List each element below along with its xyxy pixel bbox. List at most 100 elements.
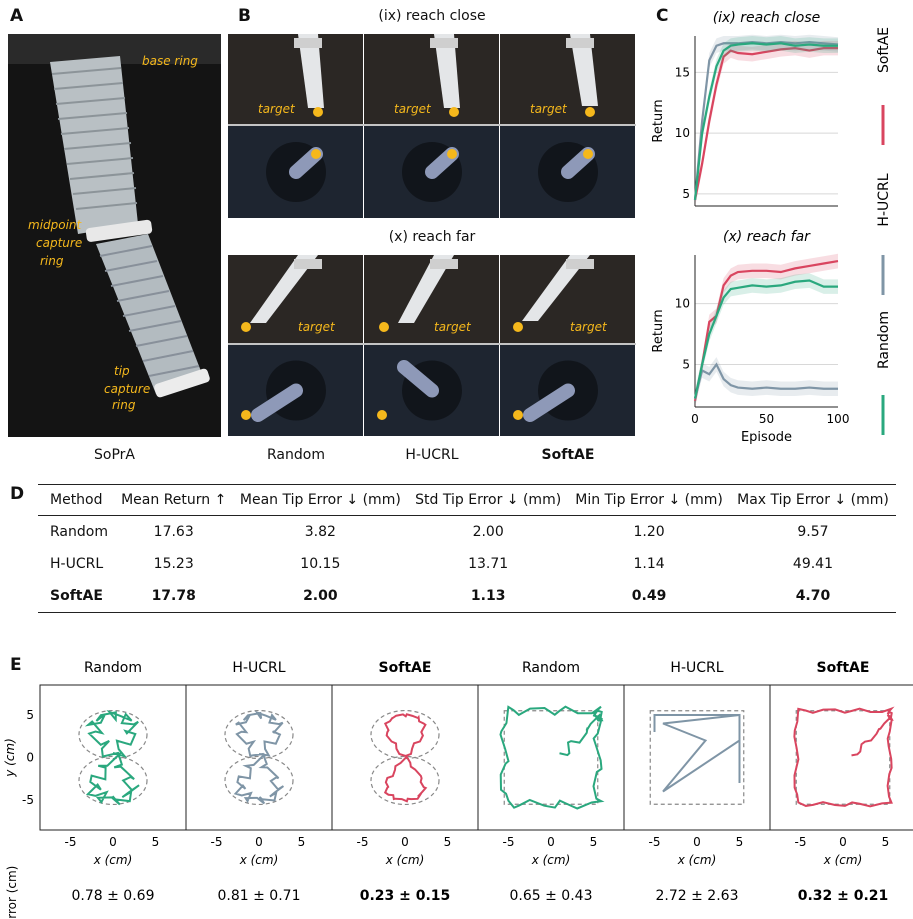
y-tick-label: -5 (22, 793, 34, 807)
x-tick-label: 5 (736, 835, 744, 849)
arm-top-shape (523, 383, 575, 422)
y-tick-label: 10 (675, 297, 690, 311)
trajectory-frame (185, 684, 333, 831)
y-axis-label: Return (651, 309, 666, 352)
trajectory-title: H-UCRL (232, 660, 285, 676)
series-band (695, 357, 838, 406)
y-tick-label: 5 (26, 708, 34, 722)
series-line-random (693, 42, 838, 201)
series-line-softae (693, 259, 839, 402)
target-dot (583, 149, 593, 159)
x-tick-label: 0 (691, 412, 699, 426)
trajectory-frame (623, 684, 771, 831)
reference-figure8 (78, 709, 148, 760)
trajectory-frame (769, 684, 913, 831)
arm-top-shape (251, 383, 303, 422)
table-header-method: Method (38, 484, 115, 516)
panel-b-caption-hucrl: H-UCRL (405, 447, 459, 463)
x-tick-label: -5 (649, 835, 661, 849)
table-cell: 10.15 (300, 556, 341, 572)
arm-ring (566, 38, 594, 48)
target-dot (241, 410, 251, 420)
y-tick-label: 5 (682, 357, 690, 371)
target-dot (447, 149, 457, 159)
error-value: 0.81 ± 0.71 (218, 888, 301, 904)
base-ring-label: base ring (142, 54, 198, 68)
panel-b-row1-title: (ix) reach close (378, 8, 486, 24)
target-dot (379, 322, 389, 332)
reference-square (649, 710, 745, 805)
trajectory-title: Random (84, 660, 142, 676)
target-dot (377, 410, 387, 420)
series-line-softae (693, 47, 838, 201)
target-label: target (394, 102, 432, 116)
table-row: SoftAE 17.78 2.00 1.13 0.49 4.70 (38, 580, 896, 613)
x-tick-label: -5 (795, 835, 807, 849)
x-tick-label: 50 (759, 412, 774, 426)
target-dot (513, 322, 523, 332)
panel-label-d: D (10, 484, 25, 504)
table-cell: 2.00 (472, 524, 504, 540)
table-cell: 3.82 (304, 524, 336, 540)
arm-shape (250, 255, 318, 323)
x-tick-label: 0 (547, 835, 555, 849)
y-tick-label: 5 (682, 187, 690, 201)
tip-capture-label: capture (104, 382, 151, 396)
panel-c-charts: (ix) reach close 5 10 15 Return (x) reach far… (651, 10, 892, 445)
x-tick-label: -5 (211, 835, 223, 849)
table-cell: 1.20 (633, 524, 665, 540)
y-tick-label: 10 (675, 126, 690, 140)
y-tick-label: 15 (675, 65, 690, 79)
table-cell: 2.00 (303, 588, 338, 604)
x-tick-label: 0 (401, 835, 409, 849)
panel-a-caption: SoPrA (94, 447, 135, 463)
table-cell: 1.14 (633, 556, 665, 572)
x-tick-label: 5 (298, 835, 306, 849)
trajectory-path (793, 706, 895, 808)
x-tick-label: 0 (109, 835, 117, 849)
error-value: 2.72 ± 2.63 (656, 888, 739, 904)
arm-ring (430, 259, 458, 269)
panel-label-e: E (10, 655, 22, 675)
legend-label: H-UCRL (876, 173, 892, 226)
x-tick-label: -5 (65, 835, 77, 849)
x-axis-label: Episode (741, 430, 792, 445)
arm-shape (398, 255, 454, 323)
x-tick-label: 0 (839, 835, 847, 849)
error-value: 0.23 ± 0.15 (360, 888, 451, 904)
panel-b-photos: target target target target target target (228, 34, 636, 436)
side-view-photo (364, 34, 499, 124)
series-line-h-ucrl (693, 40, 839, 201)
x-tick-label: -5 (357, 835, 369, 849)
results-table: Method Mean Return ↑ Mean Tip Error ↓ (m… (38, 484, 896, 613)
reference-square (503, 710, 599, 805)
trajectory-path (383, 713, 428, 803)
trajectory-frame (39, 684, 187, 831)
series-band (695, 253, 838, 409)
target-dot (241, 322, 251, 332)
y-axis-label: y (cm) (3, 738, 17, 778)
arm-shape (298, 34, 324, 108)
table-cell: 1.13 (470, 588, 506, 604)
trajectory-path (84, 709, 140, 806)
chart-title: (ix) reach close (713, 10, 821, 26)
x-axis-label: x (cm) (239, 853, 279, 867)
midpoint-ring-label: ring (40, 254, 64, 268)
x-tick-label: 5 (590, 835, 598, 849)
panel-b-caption-softae: SoftAE (541, 447, 595, 463)
target-dot (513, 410, 523, 420)
table-cell: H-UCRL (50, 556, 104, 572)
target-dot (311, 149, 321, 159)
table-header-min-tip-error: Min Tip Error ↓ (mm) (568, 484, 730, 516)
arm-ring (294, 259, 322, 269)
table-cell: 17.78 (151, 588, 196, 604)
table-cell: 15.23 (153, 556, 194, 572)
panel-b-row2-title: (x) reach far (388, 229, 476, 245)
trajectory-frame (477, 684, 625, 831)
target-label: target (434, 320, 472, 334)
trajectory-title: Random (522, 660, 580, 676)
table-cell: 4.70 (795, 588, 831, 604)
x-tick-label: 5 (444, 835, 452, 849)
tip-label: tip (114, 364, 130, 378)
table-header-mean-return: Mean Return ↑ (114, 484, 233, 516)
